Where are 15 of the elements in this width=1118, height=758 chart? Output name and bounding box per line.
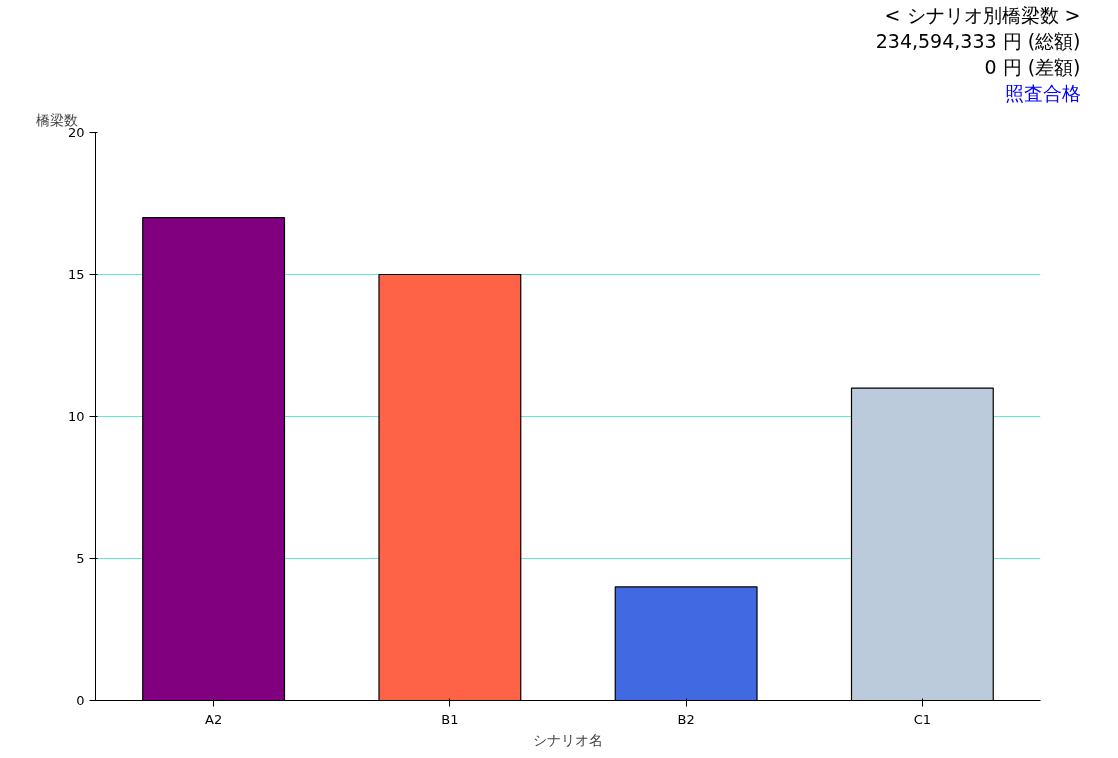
x-axis-title: シナリオ名	[533, 731, 603, 748]
text: 234,594,333 円 (総額)	[875, 29, 1081, 52]
x-tick-label: B2	[677, 711, 695, 727]
text: 照査合格	[1004, 81, 1081, 104]
text: 0 円 (差額)	[984, 55, 1081, 78]
x-tick-label: C1	[913, 711, 932, 727]
y-tick-label: 0	[76, 693, 85, 708]
y-axis-title: 橋梁数	[35, 111, 78, 128]
y-tick-label: 20	[67, 125, 85, 140]
y-tick-label: 10	[67, 409, 85, 424]
y-tick-label: 5	[76, 551, 85, 566]
x-tick-label: B1	[441, 711, 459, 727]
x-tick-label: A2	[205, 711, 223, 727]
text: < シナリオ別橋梁数 >	[884, 3, 1081, 26]
y-tick-label: 15	[67, 267, 85, 282]
